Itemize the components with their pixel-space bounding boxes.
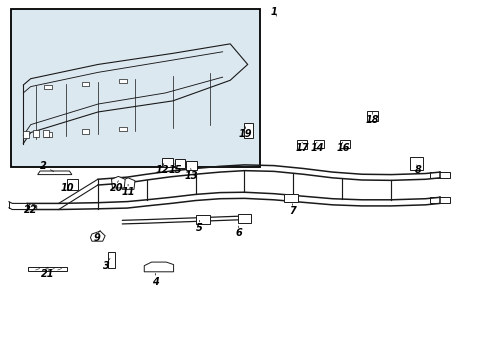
- Text: 13: 13: [184, 171, 198, 181]
- Bar: [119, 79, 127, 84]
- Text: 19: 19: [238, 129, 252, 139]
- Bar: [81, 82, 89, 86]
- Polygon shape: [429, 172, 449, 178]
- Text: 22: 22: [23, 204, 37, 215]
- Text: 4: 4: [152, 276, 159, 287]
- Polygon shape: [66, 179, 78, 190]
- Text: 18: 18: [365, 114, 379, 125]
- Text: 5: 5: [196, 222, 203, 233]
- Bar: [119, 127, 127, 131]
- Polygon shape: [28, 267, 67, 271]
- Text: 6: 6: [235, 228, 242, 238]
- Polygon shape: [284, 194, 297, 202]
- Bar: [44, 85, 52, 89]
- Polygon shape: [196, 215, 209, 224]
- Text: 11: 11: [121, 186, 135, 197]
- Polygon shape: [90, 231, 105, 241]
- Text: 9: 9: [93, 233, 100, 243]
- Polygon shape: [297, 140, 306, 149]
- Polygon shape: [28, 203, 37, 210]
- Polygon shape: [174, 159, 185, 168]
- Bar: [23, 131, 29, 138]
- Text: 3: 3: [103, 261, 110, 271]
- Polygon shape: [339, 140, 349, 148]
- Text: 2: 2: [40, 161, 46, 171]
- Text: 20: 20: [109, 183, 123, 193]
- Bar: [44, 132, 52, 136]
- Polygon shape: [243, 123, 253, 138]
- Text: 12: 12: [155, 165, 169, 175]
- Polygon shape: [409, 157, 423, 170]
- Bar: [11, 9, 260, 167]
- Polygon shape: [144, 262, 173, 272]
- Polygon shape: [313, 140, 323, 148]
- Text: 16: 16: [336, 143, 349, 153]
- Polygon shape: [429, 197, 449, 203]
- Text: 14: 14: [309, 143, 323, 153]
- Text: 7: 7: [288, 206, 295, 216]
- Polygon shape: [366, 111, 378, 121]
- Polygon shape: [186, 161, 197, 170]
- Text: 8: 8: [414, 165, 421, 175]
- Polygon shape: [38, 171, 72, 175]
- Text: 15: 15: [168, 165, 182, 175]
- Text: 21: 21: [41, 269, 55, 279]
- Bar: [33, 130, 39, 138]
- Bar: [81, 130, 89, 134]
- Bar: [42, 130, 48, 137]
- Polygon shape: [111, 176, 125, 188]
- Polygon shape: [121, 178, 135, 189]
- Polygon shape: [162, 158, 172, 167]
- Polygon shape: [237, 214, 251, 223]
- Text: 10: 10: [61, 183, 74, 193]
- Polygon shape: [107, 252, 115, 268]
- Text: 17: 17: [295, 143, 308, 153]
- Text: 1: 1: [270, 7, 277, 17]
